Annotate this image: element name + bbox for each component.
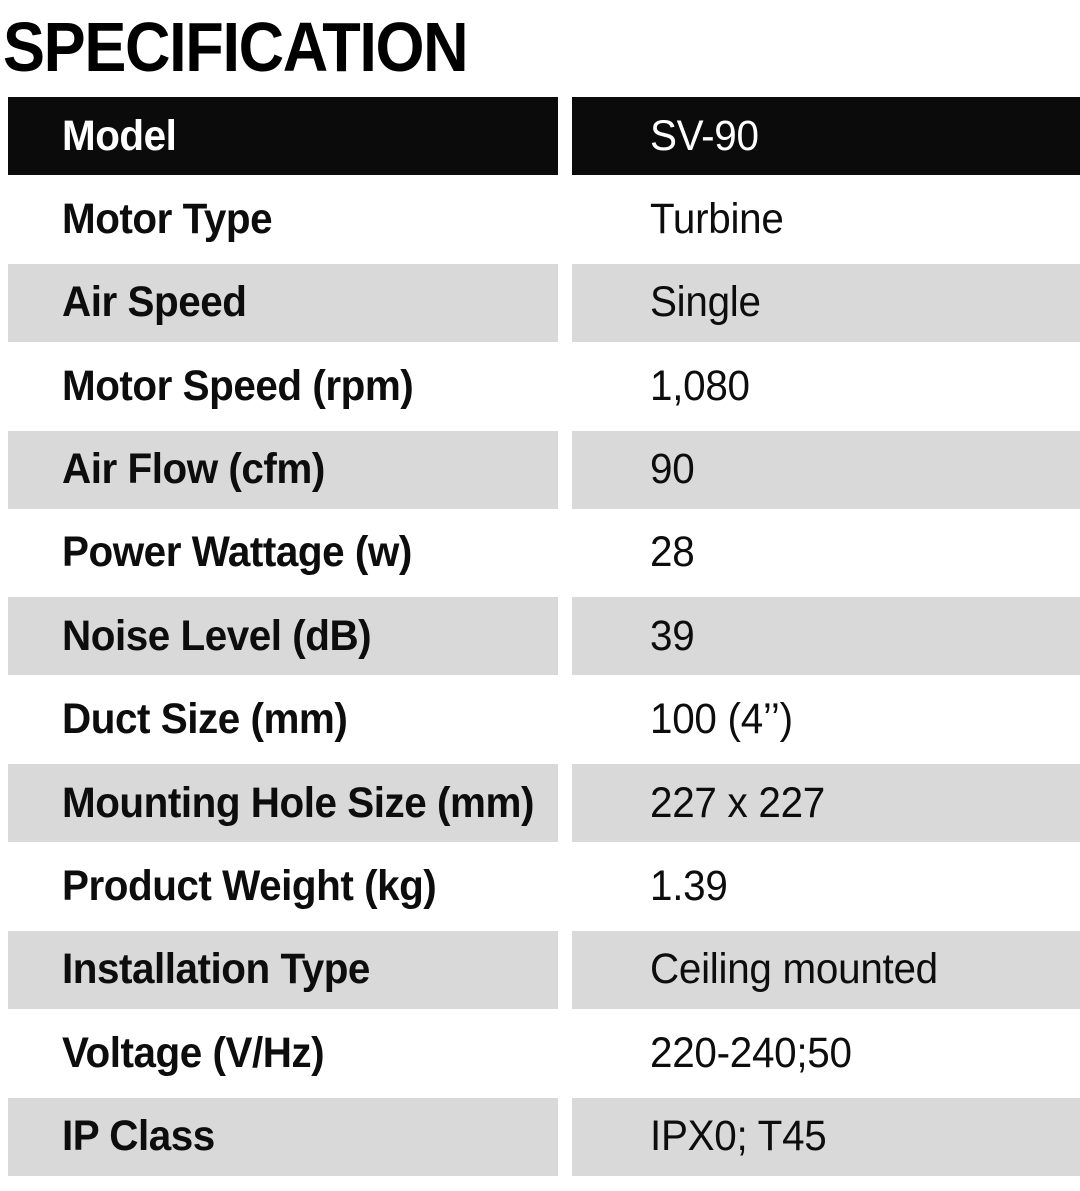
table-row: Air Speed Single — [8, 263, 1080, 342]
row-label: Duct Size (mm) — [62, 695, 348, 744]
row-value-cell: Single — [572, 263, 1080, 342]
header-label-cell: Model — [8, 97, 558, 175]
row-value: 100 (4’’) — [650, 695, 793, 744]
header-label: Model — [62, 111, 177, 160]
row-value-cell: 28 — [572, 514, 1080, 592]
row-label: IP Class — [62, 1112, 215, 1161]
row-value-cell: Ceiling mounted — [572, 930, 1080, 1009]
header-value-cell: SV-90 — [572, 97, 1080, 175]
row-value: 28 — [650, 528, 695, 577]
row-value-cell: 39 — [572, 597, 1080, 676]
page-title: SPECIFICATION — [3, 12, 519, 82]
table-row: Motor Type Turbine — [8, 180, 1080, 258]
page-title-text: SPECIFICATION — [3, 8, 469, 87]
row-label-cell: IP Class — [8, 1097, 558, 1176]
row-value-cell: 220-240;50 — [572, 1014, 1080, 1092]
row-value: 90 — [650, 445, 695, 494]
table-row: Voltage (V/Hz) 220-240;50 — [8, 1014, 1080, 1092]
row-label: Air Flow (cfm) — [62, 445, 325, 494]
row-value: Single — [650, 278, 761, 327]
table-header-row: Model SV-90 — [8, 97, 1080, 175]
row-label: Mounting Hole Size (mm) — [62, 778, 534, 827]
spec-table: Model SV-90 Motor Type Turbine Air Speed… — [8, 97, 1080, 1176]
table-row: Installation Type Ceiling mounted — [8, 930, 1080, 1009]
row-label-cell: Motor Type — [8, 180, 558, 258]
row-value: IPX0; T45 — [650, 1112, 827, 1161]
row-label-cell: Noise Level (dB) — [8, 597, 558, 676]
row-value-cell: Turbine — [572, 180, 1080, 258]
row-label: Product Weight (kg) — [62, 862, 437, 911]
row-label-cell: Product Weight (kg) — [8, 848, 558, 926]
row-label: Noise Level (dB) — [62, 611, 372, 660]
table-row: Noise Level (dB) 39 — [8, 597, 1080, 676]
row-value-cell: IPX0; T45 — [572, 1097, 1080, 1176]
table-row: Mounting Hole Size (mm) 227 x 227 — [8, 764, 1080, 843]
row-label-cell: Motor Speed (rpm) — [8, 347, 558, 425]
row-value-cell: 100 (4’’) — [572, 681, 1080, 759]
row-label-cell: Power Wattage (w) — [8, 514, 558, 592]
table-row: Product Weight (kg) 1.39 — [8, 848, 1080, 926]
row-label-cell: Duct Size (mm) — [8, 681, 558, 759]
row-label: Motor Type — [62, 194, 273, 243]
row-label: Air Speed — [62, 278, 247, 327]
row-value-cell: 227 x 227 — [572, 764, 1080, 843]
table-row: Air Flow (cfm) 90 — [8, 430, 1080, 509]
row-label-cell: Air Speed — [8, 263, 558, 342]
table-row: IP Class IPX0; T45 — [8, 1097, 1080, 1176]
table-row: Power Wattage (w) 28 — [8, 514, 1080, 592]
row-value: Ceiling mounted — [650, 945, 938, 994]
row-value-cell: 1.39 — [572, 848, 1080, 926]
row-label-cell: Voltage (V/Hz) — [8, 1014, 558, 1092]
row-value: 1,080 — [650, 361, 750, 410]
row-value: 227 x 227 — [650, 778, 826, 827]
row-label-cell: Air Flow (cfm) — [8, 430, 558, 509]
row-label-cell: Mounting Hole Size (mm) — [8, 764, 558, 843]
row-value: Turbine — [650, 194, 784, 243]
table-row: Motor Speed (rpm) 1,080 — [8, 347, 1080, 425]
row-value: 220-240;50 — [650, 1028, 852, 1077]
row-label: Voltage (V/Hz) — [62, 1028, 325, 1077]
table-row: Duct Size (mm) 100 (4’’) — [8, 681, 1080, 759]
row-label: Motor Speed (rpm) — [62, 361, 414, 410]
row-value: 1.39 — [650, 862, 728, 911]
row-label-cell: Installation Type — [8, 930, 558, 1009]
header-value: SV-90 — [650, 111, 759, 160]
row-value-cell: 1,080 — [572, 347, 1080, 425]
row-value: 39 — [650, 611, 695, 660]
row-label: Power Wattage (w) — [62, 528, 412, 577]
row-label: Installation Type — [62, 945, 370, 994]
row-value-cell: 90 — [572, 430, 1080, 509]
